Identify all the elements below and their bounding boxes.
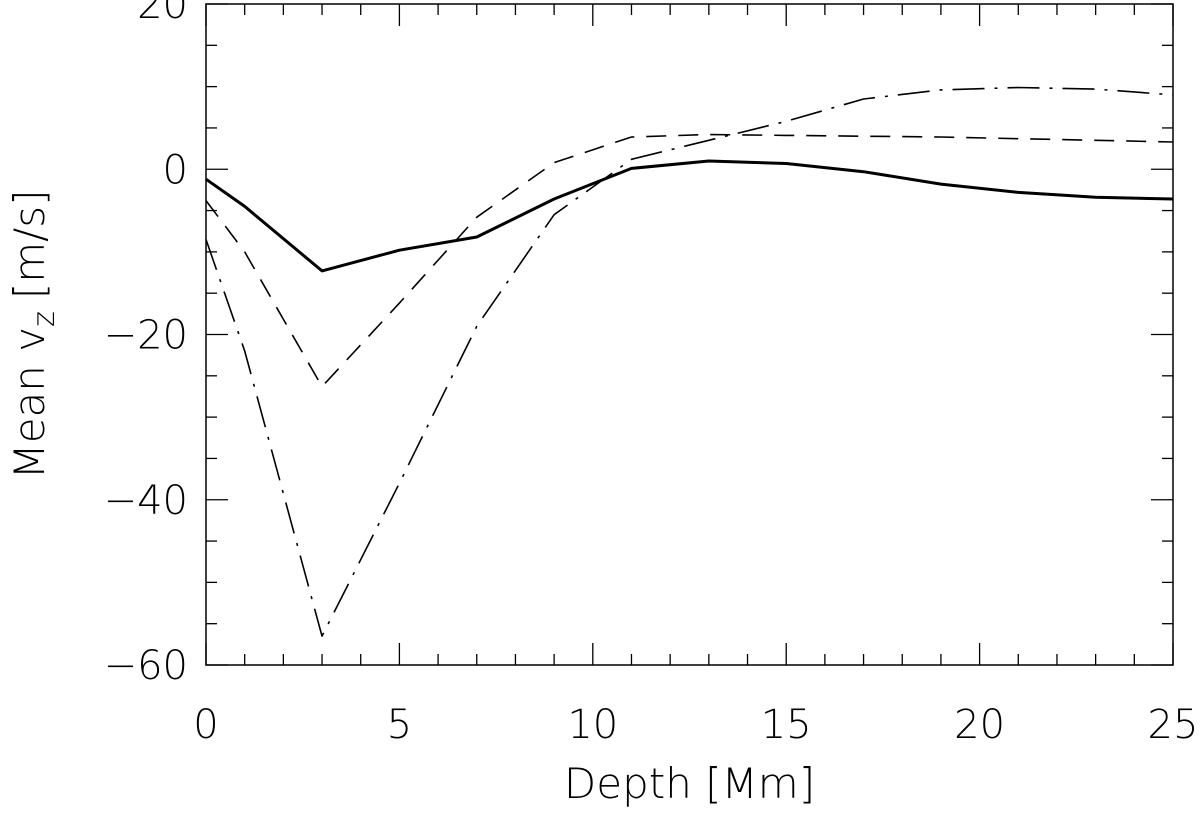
x-tick-label: 5	[387, 702, 412, 748]
x-tick-label: 0	[193, 702, 218, 748]
x-tick-label: 15	[761, 702, 812, 748]
series-line-dashdot	[205, 86, 1174, 637]
axis-ticks	[205, 3, 1174, 666]
tick-labels: 0 5 10 15 20 25 −60 −40 −20 0 20	[104, 0, 1199, 748]
y-tick-label: −20	[104, 313, 188, 359]
y-tick-label: −60	[104, 643, 188, 689]
x-tick-label: 20	[954, 702, 1005, 748]
y-axis-title-unit: [m/s]	[5, 189, 54, 299]
plot-frame	[205, 3, 1174, 666]
y-tick-label: 20	[137, 0, 188, 28]
x-tick-label: 10	[567, 702, 618, 748]
y-axis-title-subscript: z	[27, 311, 62, 327]
x-tick-label: 25	[1148, 702, 1199, 748]
series-layer	[205, 86, 1174, 637]
y-tick-label: −40	[104, 478, 188, 524]
x-axis-title: Depth [Mm]	[564, 759, 815, 808]
y-tick-label: 0	[163, 147, 188, 193]
y-axis-title: Mean vz [m/s]	[5, 189, 62, 479]
series-line-dashed	[205, 133, 1174, 388]
y-axis-title-main: Mean v	[5, 327, 54, 480]
series-line-solid	[205, 159, 1174, 273]
